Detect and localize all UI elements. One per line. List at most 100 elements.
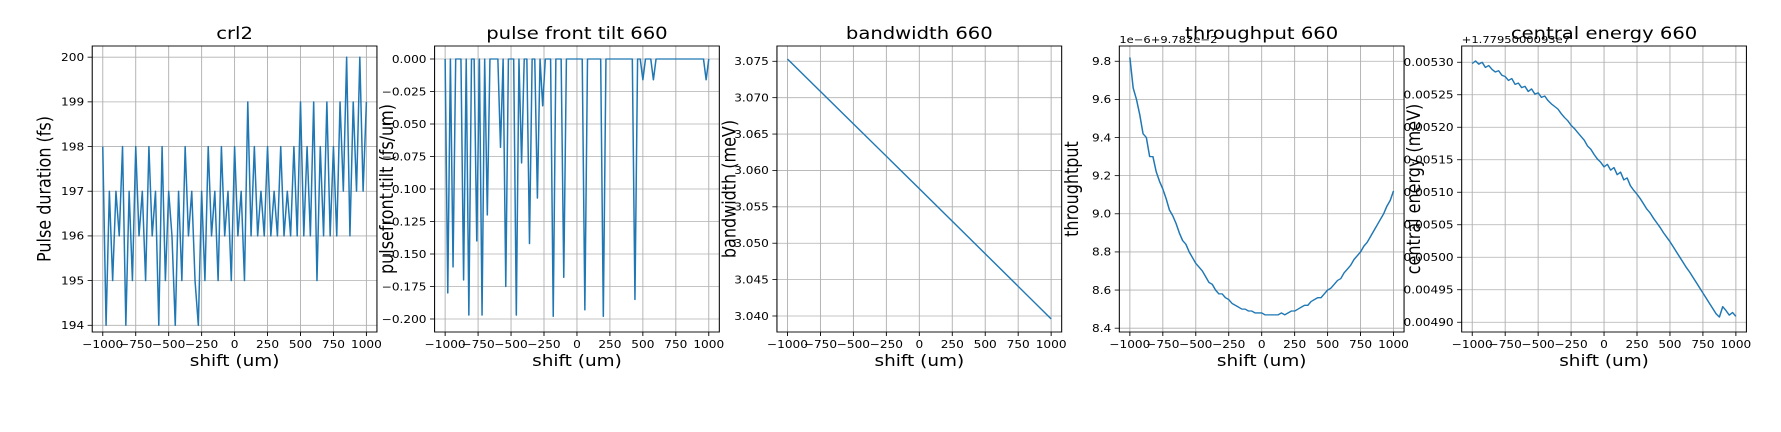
x-tick-label: 750: [1691, 338, 1714, 351]
y-axis-label: bandwidth (meV): [719, 120, 740, 258]
y-tick-label: −0.025: [382, 85, 427, 98]
y-tick-label: 0.00505: [1404, 218, 1454, 231]
y-axis-label: central energy (meV): [1404, 104, 1425, 275]
y-tick-label: 8.6: [1092, 284, 1111, 297]
y-tick-label: 9.0: [1092, 207, 1111, 220]
chart-title: central energy 660: [1511, 24, 1697, 43]
y-tick-label: −0.075: [382, 150, 427, 163]
y-tick-label: 194: [61, 319, 84, 332]
y-tick-label: 3.055: [734, 200, 769, 213]
y-tick-label: 0.00530: [1404, 56, 1454, 69]
series-line: [1129, 57, 1395, 316]
x-tick-label: −750: [804, 338, 837, 351]
x-tick-label: −250: [527, 338, 560, 351]
y-tick-label: 197: [61, 185, 84, 198]
x-tick-label: −750: [1489, 338, 1522, 351]
subplot-5: −1000−750 −500 −250 0 250 500 750 1000 0.00490 0.…: [1404, 24, 1752, 370]
y-tick-label: 9.6: [1092, 93, 1111, 106]
subplot-4: −1000−750 −500 −250 0 250 500 750 1000 8.4 8.6 8.8…: [1062, 24, 1409, 370]
x-tick-label: −250: [1212, 338, 1245, 351]
x-tick-label: 750: [664, 338, 687, 351]
y-tick-label: −0.175: [382, 280, 427, 293]
x-tick-label: 250: [256, 338, 279, 351]
y-tick-label: 3.040: [734, 310, 769, 323]
series-line: [1471, 60, 1737, 318]
y-axis-label: pulsefront tilt (fs/um): [377, 104, 398, 274]
chart-title: pulse front tilt 660: [486, 24, 667, 43]
x-tick-label: −250: [185, 338, 218, 351]
y-tick-label: 0.00515: [1404, 153, 1454, 166]
y-tick-label: −0.150: [382, 248, 427, 261]
x-tick-label: −750: [119, 338, 152, 351]
y-tick-label: 3.065: [734, 128, 769, 141]
chart-title: throughput 660: [1185, 24, 1338, 43]
x-tick-label: −1000: [82, 338, 123, 351]
x-tick-label: 250: [598, 338, 621, 351]
x-axis-label: shift (um): [874, 352, 964, 371]
y-tick-label: 9.4: [1092, 131, 1111, 144]
x-tick-label: −1000: [425, 338, 466, 351]
x-tick-label: 0: [1600, 338, 1608, 351]
series-line: [786, 58, 1052, 320]
x-tick-label: 0: [231, 338, 239, 351]
x-axis-label: shift (um): [1559, 352, 1649, 371]
x-tick-label: 500: [1658, 338, 1681, 351]
x-tick-label: 1000: [1720, 338, 1751, 351]
y-tick-label: 3.050: [734, 237, 769, 250]
x-tick-label: 1000: [1036, 338, 1067, 351]
y-tick-label: 199: [61, 95, 84, 108]
y-tick-label: −0.050: [382, 118, 427, 131]
axis-offset-text: 1e−6+9.782e−2: [1119, 34, 1217, 46]
y-tick-label: 0.00500: [1404, 251, 1454, 264]
x-tick-label: 1000: [693, 338, 724, 351]
x-axis-label: shift (um): [1217, 352, 1307, 371]
x-tick-label: −750: [1146, 338, 1179, 351]
series-line: [444, 58, 710, 318]
chart-title: crl2: [216, 24, 253, 43]
y-tick-label: 198: [61, 140, 84, 153]
x-tick-label: 250: [1625, 338, 1648, 351]
y-tick-label: 0.000: [392, 53, 427, 66]
y-tick-label: −0.100: [382, 183, 427, 196]
y-tick-label: 3.060: [734, 164, 769, 177]
x-tick-label: −1000: [1109, 338, 1150, 351]
y-tick-label: 200: [61, 51, 84, 64]
x-tick-label: 250: [941, 338, 964, 351]
x-tick-label: 500: [1316, 338, 1339, 351]
y-tick-label: 3.045: [734, 273, 769, 286]
y-tick-label: 0.00490: [1404, 316, 1454, 329]
subplot-2: −1000−750 −500 −250 0 250 500 750 1000 0.000 −0.0…: [377, 24, 724, 370]
x-tick-label: −1000: [767, 338, 808, 351]
y-tick-label: 8.8: [1092, 246, 1111, 259]
x-tick-label: 500: [631, 338, 654, 351]
x-tick-label: 250: [1283, 338, 1306, 351]
x-tick-label: 500: [289, 338, 312, 351]
x-tick-label: −250: [870, 338, 903, 351]
x-tick-label: −500: [1522, 338, 1555, 351]
x-tick-label: −500: [494, 338, 527, 351]
x-tick-label: −750: [461, 338, 494, 351]
x-tick-label: 750: [322, 338, 345, 351]
x-tick-label: −500: [837, 338, 870, 351]
subplot-3: −1000−750 −500 −250 0 250 500 750 1000 3.040 3.04…: [719, 24, 1066, 370]
axis-offset-text: +1.7795000093e7: [1462, 34, 1570, 46]
x-tick-label: −1000: [1452, 338, 1493, 351]
x-tick-label: 750: [1007, 338, 1030, 351]
y-tick-label: 3.075: [734, 55, 769, 68]
y-tick-label: 9.2: [1092, 169, 1111, 182]
y-tick-label: −0.125: [382, 215, 427, 228]
x-tick-label: 1000: [1378, 338, 1409, 351]
y-tick-label: 3.070: [734, 91, 769, 104]
y-axis-label: Pulse duration (fs): [35, 116, 56, 262]
y-tick-label: 195: [61, 274, 84, 287]
y-tick-label: 0.00495: [1404, 283, 1454, 296]
series-line: [102, 56, 368, 326]
subplot-1: −1000−750 −500 −250 0 250 500 750 1000 194 195 196…: [35, 24, 382, 370]
y-tick-label: 196: [61, 230, 84, 243]
x-tick-label: 500: [974, 338, 997, 351]
y-tick-label: −0.200: [382, 313, 427, 326]
y-tick-label: 8.4: [1092, 322, 1111, 335]
y-tick-label: 0.00525: [1404, 88, 1454, 101]
y-tick-label: 0.00520: [1404, 121, 1454, 134]
